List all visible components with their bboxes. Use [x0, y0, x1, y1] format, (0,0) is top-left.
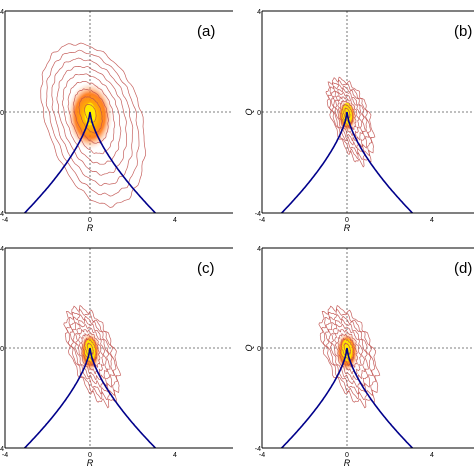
contour-line [330, 83, 370, 155]
y-tick-label: 0 [0, 110, 4, 117]
contour-line [332, 87, 366, 149]
contour-line [80, 332, 101, 368]
y-tick-label: 4 [257, 9, 261, 16]
contour-line [334, 328, 362, 375]
contour-line [73, 88, 109, 144]
x-tick-label: -4 [2, 217, 8, 224]
panel-4: -4 0 4 -4 0 4 R Q (d) [244, 246, 474, 468]
x-axis-label: R [87, 458, 94, 468]
y-tick-label: 0 [0, 346, 4, 353]
contour-line [45, 49, 140, 197]
x-tick-label: 0 [88, 452, 92, 459]
contour-line [334, 91, 363, 142]
y-tick-label: -4 [0, 211, 4, 218]
panel-2: -4 0 4 -4 0 4 R Q (b) [244, 9, 474, 233]
y-axis-label: Q [244, 344, 254, 351]
y-tick-label: 0 [257, 110, 261, 117]
contour-line [83, 337, 98, 362]
panel-3: -4 0 4 -4 0 4 R (c) [0, 246, 233, 468]
x-tick-label: 4 [173, 217, 177, 224]
x-axis-label: R [344, 223, 351, 233]
panel-label: (c) [197, 260, 215, 277]
boundary-curve [23, 347, 157, 448]
y-tick-label: -4 [255, 446, 261, 453]
contour-line [327, 318, 369, 388]
boundary-curve [280, 347, 414, 448]
x-tick-label: 4 [430, 452, 434, 459]
contour-line [342, 103, 354, 125]
contour-line [325, 314, 374, 395]
contour-line [86, 342, 94, 355]
contour-line [61, 73, 122, 165]
y-axis-label: Q [244, 108, 254, 115]
x-tick-label: -4 [259, 217, 265, 224]
contour-line [84, 103, 97, 123]
x-tick-label: 4 [173, 452, 177, 459]
boundary-curve [280, 111, 414, 213]
contour-line [318, 304, 381, 409]
contour-line [339, 99, 357, 131]
x-tick-label: 4 [430, 217, 434, 224]
panel-label: (a) [197, 23, 215, 40]
y-tick-label: 4 [0, 9, 4, 16]
contour-line [343, 342, 352, 355]
contour-line [331, 323, 366, 381]
contour-line [78, 328, 104, 375]
x-tick-label: -4 [259, 452, 265, 459]
contour-line [72, 318, 111, 388]
y-tick-label: 4 [0, 246, 4, 253]
x-tick-label: 0 [88, 217, 92, 224]
panel-label: (b) [454, 23, 472, 40]
contour-line [56, 66, 127, 176]
y-tick-label: 0 [257, 346, 261, 353]
y-tick-label: -4 [0, 446, 4, 453]
contour-line [340, 337, 355, 362]
contour-line [78, 96, 103, 134]
x-axis-label: R [87, 223, 94, 233]
x-axis-label: R [344, 458, 351, 468]
x-tick-label: 0 [345, 452, 349, 459]
contour-line [75, 323, 108, 381]
y-tick-label: -4 [255, 211, 261, 218]
contour-line [67, 81, 116, 155]
contour-line [337, 96, 360, 137]
contour-line [69, 313, 115, 395]
contour-line [344, 107, 351, 119]
panel-1: -4 0 4 -4 0 4 R (a) [0, 9, 233, 233]
contour-line [337, 332, 358, 368]
contour-line [40, 42, 146, 208]
contour-line [63, 304, 122, 409]
y-tick-label: 4 [257, 246, 261, 253]
contour-line [325, 76, 376, 168]
x-tick-label: -4 [2, 452, 8, 459]
x-tick-label: 0 [345, 217, 349, 224]
boundary-curve [23, 111, 157, 213]
panel-label: (d) [454, 260, 472, 277]
